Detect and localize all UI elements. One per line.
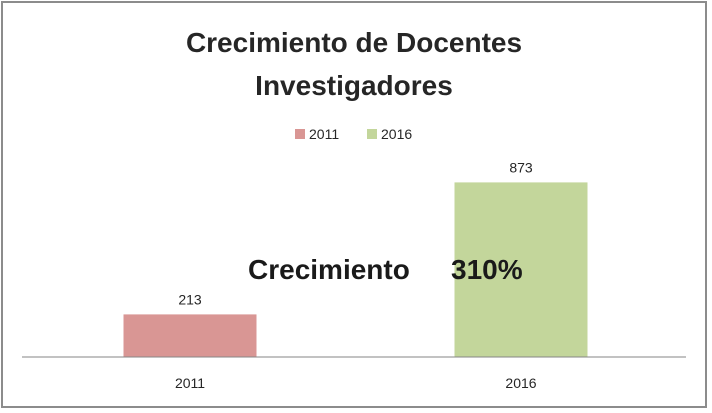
chart-frame (1, 1, 707, 408)
bar-2011 (123, 314, 257, 357)
x-tick-2016: 2016 (505, 375, 536, 391)
data-label-2011: 213 (178, 291, 202, 307)
growth-annotation-value: 310% (451, 254, 523, 285)
x-tick-2011: 2011 (175, 375, 205, 391)
legend-swatch-2016 (367, 129, 377, 139)
chart-title-line-1: Crecimiento de Docentes (186, 27, 522, 58)
legend: 2011 2016 (295, 126, 412, 142)
growth-annotation-label: Crecimiento (248, 254, 410, 285)
legend-swatch-2011 (295, 129, 305, 139)
legend-label-2016: 2016 (381, 126, 412, 142)
bar-2016 (454, 182, 588, 357)
legend-label-2011: 2011 (309, 126, 339, 142)
bars-group: 213 873 (123, 159, 588, 357)
data-label-2016: 873 (509, 159, 533, 175)
chart-title-line-2: Investigadores (255, 70, 453, 101)
